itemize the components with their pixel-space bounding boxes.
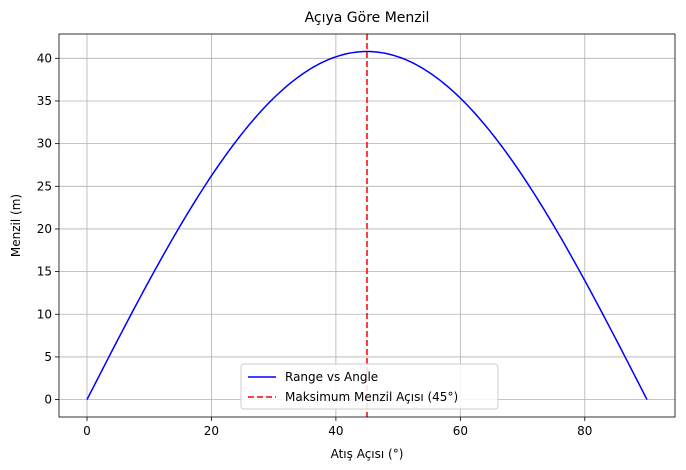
x-tick-label: 20 <box>204 424 219 438</box>
y-tick-label: 15 <box>37 265 52 279</box>
legend-box <box>240 363 499 410</box>
y-axis-ticks: 0 5 10 15 20 25 30 35 40 <box>37 51 59 407</box>
y-tick-label: 30 <box>37 137 52 151</box>
y-tick-label: 25 <box>37 179 52 193</box>
x-tick-label: 60 <box>453 424 468 438</box>
y-tick-label: 0 <box>44 393 52 407</box>
series-range-vs-angle-line <box>86 50 648 400</box>
y-tick-label: 5 <box>44 350 52 364</box>
y-tick-label: 35 <box>37 94 52 108</box>
legend-label-series-2: Maksimum Menzil Açısı (45°) <box>285 390 458 404</box>
legend: Range vs Angle Maksimum Menzil Açısı (45… <box>240 363 499 410</box>
legend-label-series-1: Range vs Angle <box>285 370 378 384</box>
axes-frame <box>58 33 676 418</box>
chart-title: Açıya Göre Menzil <box>305 10 430 26</box>
x-tick-label: 40 <box>328 424 343 438</box>
y-axis-label: Menzil (m) <box>9 194 23 257</box>
x-tick-label: 0 <box>83 424 91 438</box>
x-axis-ticks: 0 20 40 60 80 <box>83 417 592 438</box>
x-axis-label: Atış Açısı (°) <box>331 447 404 461</box>
y-tick-label: 20 <box>37 222 52 236</box>
plot-area <box>86 34 648 417</box>
x-tick-label: 80 <box>577 424 592 438</box>
y-tick-label: 40 <box>37 51 52 65</box>
y-tick-label: 10 <box>37 307 52 321</box>
